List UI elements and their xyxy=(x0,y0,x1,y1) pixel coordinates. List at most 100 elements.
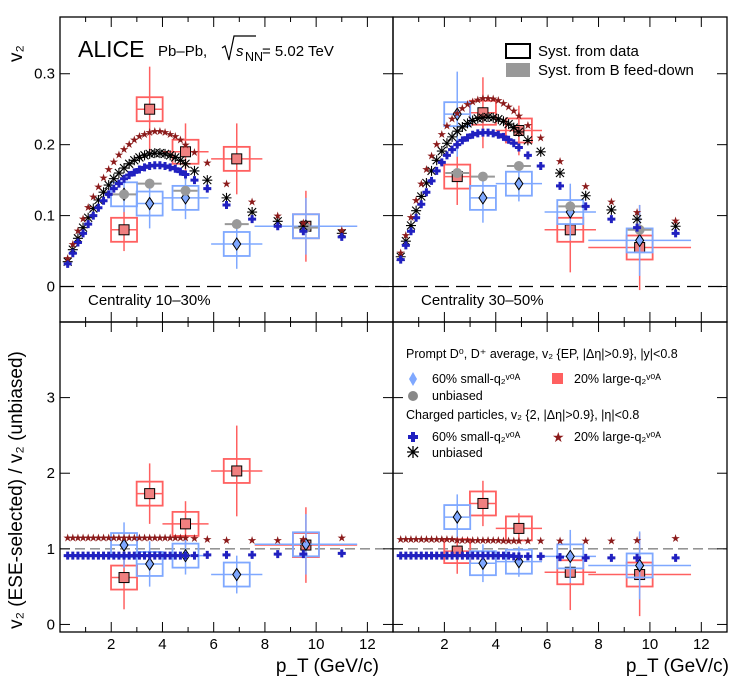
charged-large-point: ★ xyxy=(447,534,457,546)
charged-small-point xyxy=(417,200,426,209)
charged-large-point: ★ xyxy=(555,536,565,548)
syst-legend: Syst. from data Syst. from B feed-down xyxy=(505,43,694,79)
charged-unbiased-point xyxy=(72,233,83,244)
charged-unbiased-point xyxy=(457,121,468,132)
d-unbiased-point xyxy=(180,185,191,196)
series-charged-20-large-q2: ★★★★★★★★★★★★★★★★★★★★★★★★★★★★★★★ xyxy=(63,532,347,546)
charged-small-point xyxy=(114,179,123,188)
charged-large-point: ★ xyxy=(129,532,139,544)
charged-small-point xyxy=(299,550,308,559)
d-unbiased-point xyxy=(477,171,488,182)
x-tick-label: 12 xyxy=(359,636,376,653)
charged-unbiased-point xyxy=(221,192,232,203)
charged-large-point: ★ xyxy=(504,101,514,113)
series-d-20-large-q2 xyxy=(110,425,358,610)
charged-large-point: ★ xyxy=(78,532,88,544)
charged-unbiased-point xyxy=(144,148,155,159)
charged-small-point xyxy=(633,553,642,562)
syst-box xyxy=(469,490,497,517)
charged-large-point: ★ xyxy=(427,534,437,546)
charged-large-point: ★ xyxy=(73,532,83,544)
charged-large-point: ★ xyxy=(401,534,411,546)
charged-large-point: ★ xyxy=(104,164,114,176)
charged-large-point: ★ xyxy=(145,532,155,544)
syst-data-swatch xyxy=(505,43,531,59)
series-d-20-large-q2 xyxy=(443,77,692,291)
syst-box xyxy=(443,163,472,190)
y-tick-label: 0.2 xyxy=(34,137,55,154)
charged-large-point: ★ xyxy=(124,139,134,151)
charged-unbiased-point xyxy=(503,119,514,130)
charged-unbiased-point xyxy=(149,148,160,159)
series-d-unbiased xyxy=(112,178,318,233)
charged-small-point xyxy=(556,553,564,562)
charged-unbiased-point xyxy=(272,216,283,227)
charged-large-point: ★ xyxy=(499,98,509,110)
charged-small-point xyxy=(63,259,72,268)
x-tick-label: 8 xyxy=(261,636,269,653)
charged-unbiased-point xyxy=(93,195,104,205)
charged-unbiased-point xyxy=(447,131,458,142)
charged-large-point: ★ xyxy=(493,95,503,107)
charged-large-point: ★ xyxy=(493,535,503,547)
charged-small-point xyxy=(273,222,282,231)
energy-subscript: NN xyxy=(245,50,263,64)
charged-small-point xyxy=(504,135,513,144)
charged-small-point xyxy=(607,553,616,562)
charged-unbiased-point xyxy=(508,122,519,133)
charged-large-point: ★ xyxy=(509,536,519,548)
syst-box xyxy=(222,561,251,588)
d-small-marker xyxy=(635,233,645,248)
charged-small-point xyxy=(607,215,616,224)
charged-large-point: ★ xyxy=(504,536,514,548)
y-axis-title-top: v₂ xyxy=(6,45,27,62)
ch-unbiased-label: unbiased xyxy=(432,446,483,460)
charged-unbiased-point xyxy=(522,135,533,146)
charged-unbiased-point xyxy=(632,214,643,225)
x-axis-title-left: p_T (GeV/c) xyxy=(276,656,379,677)
d-small-marker xyxy=(452,107,462,122)
charged-large-point: ★ xyxy=(499,536,509,548)
charged-unbiased-point xyxy=(103,180,114,191)
d-large-marker xyxy=(144,103,156,115)
charged-large-point: ★ xyxy=(109,532,119,544)
series-charged-60-small-q2 xyxy=(63,549,346,560)
d-small-marker xyxy=(232,237,242,251)
charged-large-point: ★ xyxy=(406,212,416,224)
panel-bottom-right: 2 4 6 8 10 12★★★★★★★★★★★★★★★★★★★★★★★★ ★ ★ ★ ★ ★ ★ ★ xyxy=(392,321,728,653)
charged-unbiased-point xyxy=(134,152,145,163)
charged-unbiased-point xyxy=(472,113,483,124)
charged-unbiased-point xyxy=(421,177,432,188)
charged-unbiased-point xyxy=(165,150,176,161)
series-charged-60-small-q2 xyxy=(396,551,680,562)
charged-large-point: ★ xyxy=(337,225,347,237)
charged-unbiased-point xyxy=(452,126,463,137)
charged-unbiased-point xyxy=(139,150,150,161)
charged-small-point xyxy=(273,550,282,559)
x-tick-label: 8 xyxy=(594,636,602,653)
syst-box xyxy=(504,515,533,542)
charged-small-point xyxy=(581,202,590,211)
syst-box xyxy=(504,548,533,575)
charged-unbiased-point xyxy=(170,152,181,163)
charged-unbiased-point xyxy=(175,155,186,166)
charged-large-point: ★ xyxy=(478,93,488,105)
charged-small-point xyxy=(171,164,180,173)
charged-large-point: ★ xyxy=(170,532,180,544)
charged-small-point xyxy=(125,171,134,180)
charged-large-point: ★ xyxy=(488,535,498,547)
charged-unbiased-point xyxy=(119,163,130,174)
d-small-marker xyxy=(514,554,524,569)
energy-symbol: s xyxy=(236,43,244,60)
d-unbiased-marker xyxy=(408,391,418,401)
charged-small-point xyxy=(79,229,88,238)
charged-small-point xyxy=(190,551,199,560)
charged-unbiased-point xyxy=(462,118,473,129)
charged-large-point: ★ xyxy=(165,129,175,141)
charged-large-point: ★ xyxy=(160,532,170,544)
charged-large-point: ★ xyxy=(155,126,165,138)
charged-large-point: ★ xyxy=(129,135,139,147)
charged-large-point: ★ xyxy=(421,534,431,546)
d-large-marker xyxy=(477,497,489,509)
charged-small-point xyxy=(514,143,523,152)
